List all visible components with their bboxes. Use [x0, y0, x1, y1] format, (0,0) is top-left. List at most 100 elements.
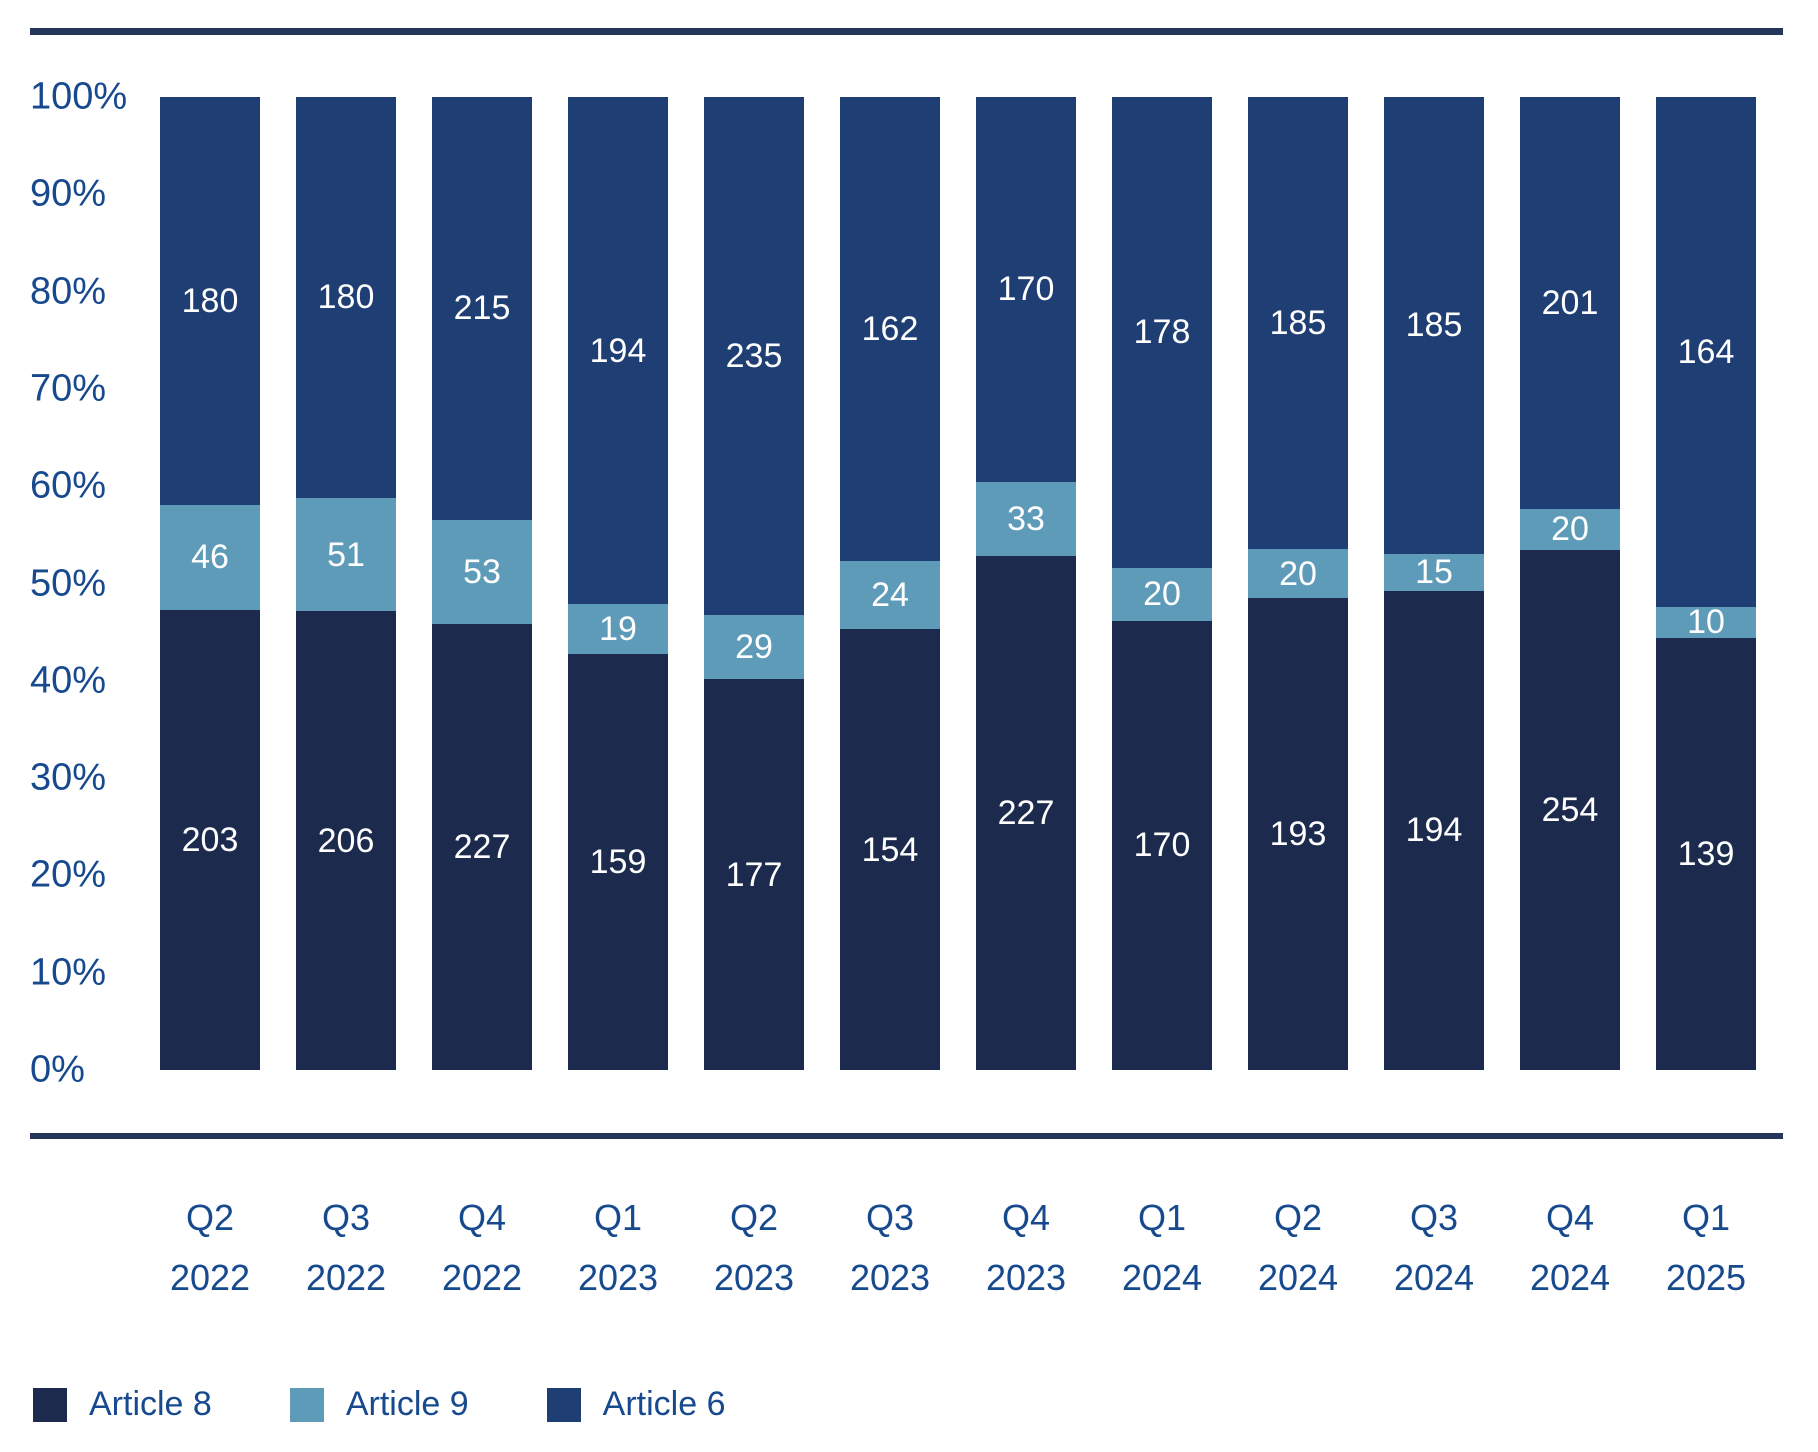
- x-axis-tick-label: Q1 2024: [1112, 1188, 1212, 1308]
- legend: Article 8 Article 9 Article 6: [33, 1385, 803, 1424]
- legend-item-article-6: Article 6: [546, 1385, 726, 1424]
- segment-article-6: 170: [976, 97, 1076, 482]
- y-axis: 100% 90% 80% 70% 60% 50% 40% 30% 20% 10% 0%: [30, 76, 155, 1091]
- y-axis-tick-label: 90%: [30, 172, 107, 215]
- segment-article-6: 178: [1112, 97, 1212, 568]
- segment-value-label: 235: [725, 337, 783, 376]
- x-tick-year: 2024: [1393, 1257, 1475, 1298]
- bar-q2-2022: 180 46 203: [160, 97, 260, 1070]
- x-tick-year: 2023: [713, 1257, 795, 1298]
- segment-article-8: 193: [1248, 598, 1348, 1070]
- segment-article-6: 235: [704, 97, 804, 616]
- segment-value-label: 201: [1541, 283, 1599, 322]
- segment-article-8: 227: [976, 556, 1076, 1070]
- x-tick-quarter: Q2: [729, 1197, 779, 1238]
- segment-article-9: 19: [568, 604, 668, 655]
- segment-article-6: 180: [296, 97, 396, 498]
- segment-value-label: 154: [861, 830, 919, 869]
- x-tick-year: 2022: [441, 1257, 523, 1298]
- x-tick-year: 2022: [305, 1257, 387, 1298]
- segment-article-9: 51: [296, 497, 396, 612]
- segment-value-label: 20: [1143, 575, 1181, 614]
- bar-q1-2023: 194 19 159: [568, 97, 668, 1070]
- segment-article-9: 24: [840, 560, 940, 630]
- segment-article-9: 29: [704, 615, 804, 680]
- segment-article-9: 10: [1656, 603, 1756, 642]
- legend-item-article-8: Article 8: [33, 1385, 212, 1424]
- segment-article-9: 15: [1384, 553, 1484, 592]
- segment-value-label: 203: [181, 820, 239, 859]
- bar-q1-2025: 164 10 139: [1656, 97, 1756, 1070]
- segment-value-label: 170: [1133, 826, 1191, 865]
- y-axis-tick-label: 30%: [30, 756, 107, 799]
- y-axis-tick-label: 100%: [30, 75, 128, 118]
- segment-value-label: 177: [725, 855, 783, 894]
- legend-swatch-icon: [546, 1387, 581, 1422]
- plot-area: 180 46 203 180 51 206 215 53 227 194 19 159 235 29 177…: [160, 97, 1756, 1070]
- x-axis-tick-label: Q1 2025: [1656, 1188, 1756, 1308]
- x-axis-tick-label: Q2 2023: [704, 1188, 804, 1308]
- segment-value-label: 170: [997, 270, 1055, 309]
- x-tick-year: 2023: [985, 1257, 1067, 1298]
- bar-q3-2022: 180 51 206: [296, 97, 396, 1070]
- segment-value-label: 164: [1677, 332, 1735, 371]
- x-axis-tick-label: Q2 2024: [1248, 1188, 1348, 1308]
- segment-article-9: 33: [976, 481, 1076, 557]
- segment-value-label: 10: [1687, 603, 1725, 642]
- x-axis-tick-label: Q3 2023: [840, 1188, 940, 1308]
- x-tick-year: 2023: [849, 1257, 931, 1298]
- x-tick-quarter: Q4: [1001, 1197, 1051, 1238]
- segment-value-label: 206: [317, 821, 375, 860]
- segment-article-9: 20: [1112, 567, 1212, 621]
- segment-article-9: 53: [432, 519, 532, 624]
- x-axis-tick-label: Q4 2022: [432, 1188, 532, 1308]
- x-tick-quarter: Q3: [1409, 1197, 1459, 1238]
- x-tick-quarter: Q2: [1273, 1197, 1323, 1238]
- x-tick-year: 2022: [169, 1257, 251, 1298]
- segment-value-label: 180: [181, 282, 239, 321]
- bar-q3-2024: 185 15 194: [1384, 97, 1484, 1070]
- legend-label: Article 9: [345, 1385, 469, 1423]
- y-axis-tick-label: 80%: [30, 270, 107, 313]
- segment-value-label: 19: [599, 610, 637, 649]
- segment-value-label: 159: [589, 843, 647, 882]
- bar-q2-2023: 235 29 177: [704, 97, 804, 1070]
- segment-article-6: 180: [160, 97, 260, 506]
- bar-q3-2023: 162 24 154: [840, 97, 940, 1070]
- segment-article-6: 215: [432, 97, 532, 520]
- segment-article-6: 185: [1384, 97, 1484, 554]
- segment-article-6: 194: [568, 97, 668, 605]
- segment-value-label: 227: [453, 827, 511, 866]
- legend-swatch-icon: [33, 1387, 67, 1422]
- segment-value-label: 29: [735, 628, 773, 667]
- x-axis-tick-label: Q4 2024: [1520, 1188, 1620, 1308]
- bar-q4-2023: 170 33 227: [976, 97, 1076, 1070]
- segment-value-label: 20: [1551, 510, 1589, 549]
- y-axis-tick-label: 10%: [30, 951, 107, 994]
- segment-value-label: 15: [1415, 553, 1453, 592]
- legend-label: Article 6: [602, 1385, 726, 1423]
- segment-article-9: 46: [160, 505, 260, 610]
- y-axis-tick-label: 60%: [30, 464, 107, 507]
- y-axis-tick-label: 20%: [30, 853, 107, 896]
- segment-article-8: 154: [840, 629, 940, 1070]
- x-tick-quarter: Q2: [185, 1197, 235, 1238]
- x-tick-quarter: Q1: [1137, 1197, 1187, 1238]
- y-axis-tick-label: 70%: [30, 367, 107, 410]
- segment-article-8: 203: [160, 609, 260, 1070]
- x-tick-year: 2023: [577, 1257, 659, 1298]
- segment-article-8: 170: [1112, 620, 1212, 1070]
- x-tick-quarter: Q3: [865, 1197, 915, 1238]
- segment-value-label: 33: [1007, 500, 1045, 538]
- segment-article-6: 201: [1520, 97, 1620, 509]
- legend-item-article-9: Article 9: [289, 1385, 469, 1424]
- x-tick-year: 2024: [1257, 1257, 1339, 1298]
- legend-swatch-icon: [289, 1387, 324, 1422]
- segment-value-label: 51: [327, 535, 365, 574]
- x-tick-year: 2024: [1529, 1257, 1611, 1298]
- segment-article-8: 159: [568, 654, 668, 1070]
- bar-q4-2024: 201 20 254: [1520, 97, 1620, 1070]
- x-axis-tick-label: Q2 2022: [160, 1188, 260, 1308]
- segment-value-label: 254: [1541, 790, 1599, 829]
